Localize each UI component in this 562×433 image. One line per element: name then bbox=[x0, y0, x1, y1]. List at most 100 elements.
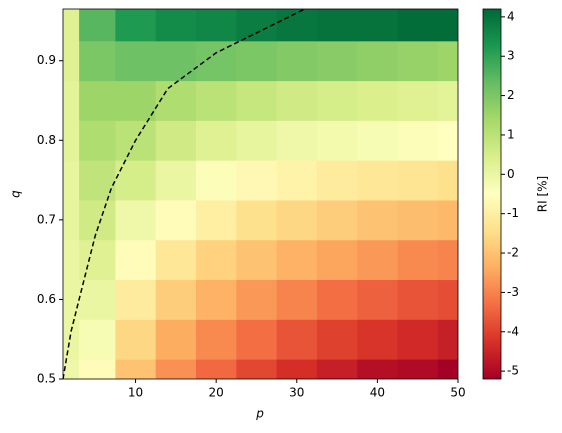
heatmap-cell bbox=[236, 199, 278, 241]
heatmap-cell bbox=[397, 120, 439, 161]
heatmap-cell bbox=[397, 9, 439, 42]
colorbar-label: RI [%] bbox=[536, 176, 550, 212]
heatmap-cell bbox=[316, 199, 358, 241]
heatmap-cell bbox=[115, 319, 157, 360]
x-axis-label: p bbox=[255, 407, 264, 421]
heatmap-cell bbox=[63, 359, 80, 379]
heatmap-cell bbox=[63, 160, 80, 201]
heatmap-cell bbox=[63, 239, 80, 281]
heatmap-cell bbox=[155, 319, 197, 360]
heatmap-cell bbox=[276, 120, 318, 161]
heatmap-cell bbox=[397, 199, 439, 241]
heatmap-cell bbox=[63, 279, 80, 320]
heatmap-cell bbox=[115, 239, 157, 281]
heatmap-cell bbox=[316, 9, 358, 42]
heatmap-cell bbox=[63, 40, 80, 82]
colorbar-tick-label: 1 bbox=[507, 127, 515, 141]
heatmap-cell bbox=[155, 9, 197, 42]
heatmap-cell bbox=[196, 9, 237, 42]
heatmap-cell bbox=[79, 239, 116, 281]
plot-frame bbox=[62, 8, 459, 380]
heatmap-cell bbox=[276, 9, 318, 42]
heatmap-cell bbox=[437, 279, 458, 320]
x-tick-label: 10 bbox=[128, 386, 143, 400]
heatmap-cell bbox=[196, 80, 237, 121]
heatmap-cell bbox=[79, 40, 116, 82]
colorbar-tick-label: 3 bbox=[507, 49, 515, 63]
heatmap-cell bbox=[357, 239, 399, 281]
heatmap-cell bbox=[155, 160, 197, 201]
heatmap-cell bbox=[79, 279, 116, 320]
heatmap-cell bbox=[196, 160, 237, 201]
colorbar-tick-label: 2 bbox=[507, 88, 515, 102]
heatmap-cell bbox=[397, 80, 439, 121]
heatmap-cell bbox=[236, 279, 278, 320]
heatmap-cell bbox=[115, 279, 157, 320]
heatmap-cell bbox=[316, 40, 358, 82]
heatmap-cell bbox=[397, 40, 439, 82]
heatmap-cell bbox=[63, 9, 80, 42]
colorbar-tick-label: 4 bbox=[507, 9, 515, 23]
heatmap-cell bbox=[357, 319, 399, 360]
heatmap-cell bbox=[236, 40, 278, 82]
colorbar-tick-label: -5 bbox=[507, 364, 519, 378]
heatmap-cell bbox=[357, 80, 399, 121]
y-axis-label: q bbox=[9, 190, 23, 198]
heatmap-cell bbox=[115, 80, 157, 121]
heatmap-cell bbox=[276, 40, 318, 82]
heatmap-cell bbox=[276, 279, 318, 320]
heatmap-cell bbox=[437, 80, 458, 121]
heatmap-cell bbox=[115, 160, 157, 201]
heatmap-cell bbox=[236, 359, 278, 379]
heatmap-cell bbox=[276, 319, 318, 360]
heatmap-cell bbox=[236, 120, 278, 161]
heatmap-cell bbox=[63, 120, 80, 161]
colorbar bbox=[482, 8, 502, 380]
heatmap-cell bbox=[437, 239, 458, 281]
heatmap-cell bbox=[196, 279, 237, 320]
heatmap-cell bbox=[236, 319, 278, 360]
heatmap-cell bbox=[316, 80, 358, 121]
colorbar-tick-label: 0 bbox=[507, 167, 515, 181]
x-tick-label: 30 bbox=[289, 386, 304, 400]
heatmap-cell bbox=[196, 120, 237, 161]
heatmap-cell bbox=[316, 279, 358, 320]
heatmap-cell bbox=[155, 40, 197, 82]
y-tick-label: 0.5 bbox=[37, 372, 56, 386]
heatmap-cell bbox=[276, 80, 318, 121]
heatmap-cell bbox=[437, 120, 458, 161]
heatmap-cell bbox=[236, 160, 278, 201]
heatmap-cell bbox=[155, 80, 197, 121]
heatmap-cell bbox=[316, 239, 358, 281]
heatmap-cell bbox=[316, 359, 358, 379]
heatmap-cell bbox=[437, 359, 458, 379]
heatmap-cell bbox=[115, 40, 157, 82]
heatmap-cell bbox=[79, 319, 116, 360]
colorbar-tick-label: -2 bbox=[507, 246, 519, 260]
y-tick-label: 0.7 bbox=[37, 212, 56, 226]
heatmap-cell bbox=[196, 319, 237, 360]
heatmap-cell bbox=[63, 319, 80, 360]
y-tick-label: 0.9 bbox=[37, 53, 56, 67]
heatmap-cell bbox=[397, 279, 439, 320]
heatmap-cell bbox=[357, 40, 399, 82]
heatmap-cell bbox=[316, 319, 358, 360]
heatmap-cell bbox=[196, 40, 237, 82]
heatmap-cell bbox=[115, 359, 157, 379]
heatmap-cell bbox=[155, 199, 197, 241]
heatmap-cell bbox=[79, 199, 116, 241]
heatmap-cell bbox=[437, 9, 458, 42]
heatmap-cell bbox=[115, 199, 157, 241]
colorbar-tick-label: -1 bbox=[507, 206, 519, 220]
heatmap-cell bbox=[79, 160, 116, 201]
heatmap-cell bbox=[397, 239, 439, 281]
heatmap-cell bbox=[196, 239, 237, 281]
x-tick-label: 20 bbox=[209, 386, 224, 400]
heatmap-cell bbox=[397, 319, 439, 360]
heatmap-cell bbox=[276, 199, 318, 241]
heatmap-cell bbox=[79, 80, 116, 121]
heatmap-cell bbox=[276, 160, 318, 201]
heatmap-cell bbox=[236, 9, 278, 42]
dashed-line bbox=[63, 9, 306, 379]
heatmap-cell bbox=[236, 239, 278, 281]
